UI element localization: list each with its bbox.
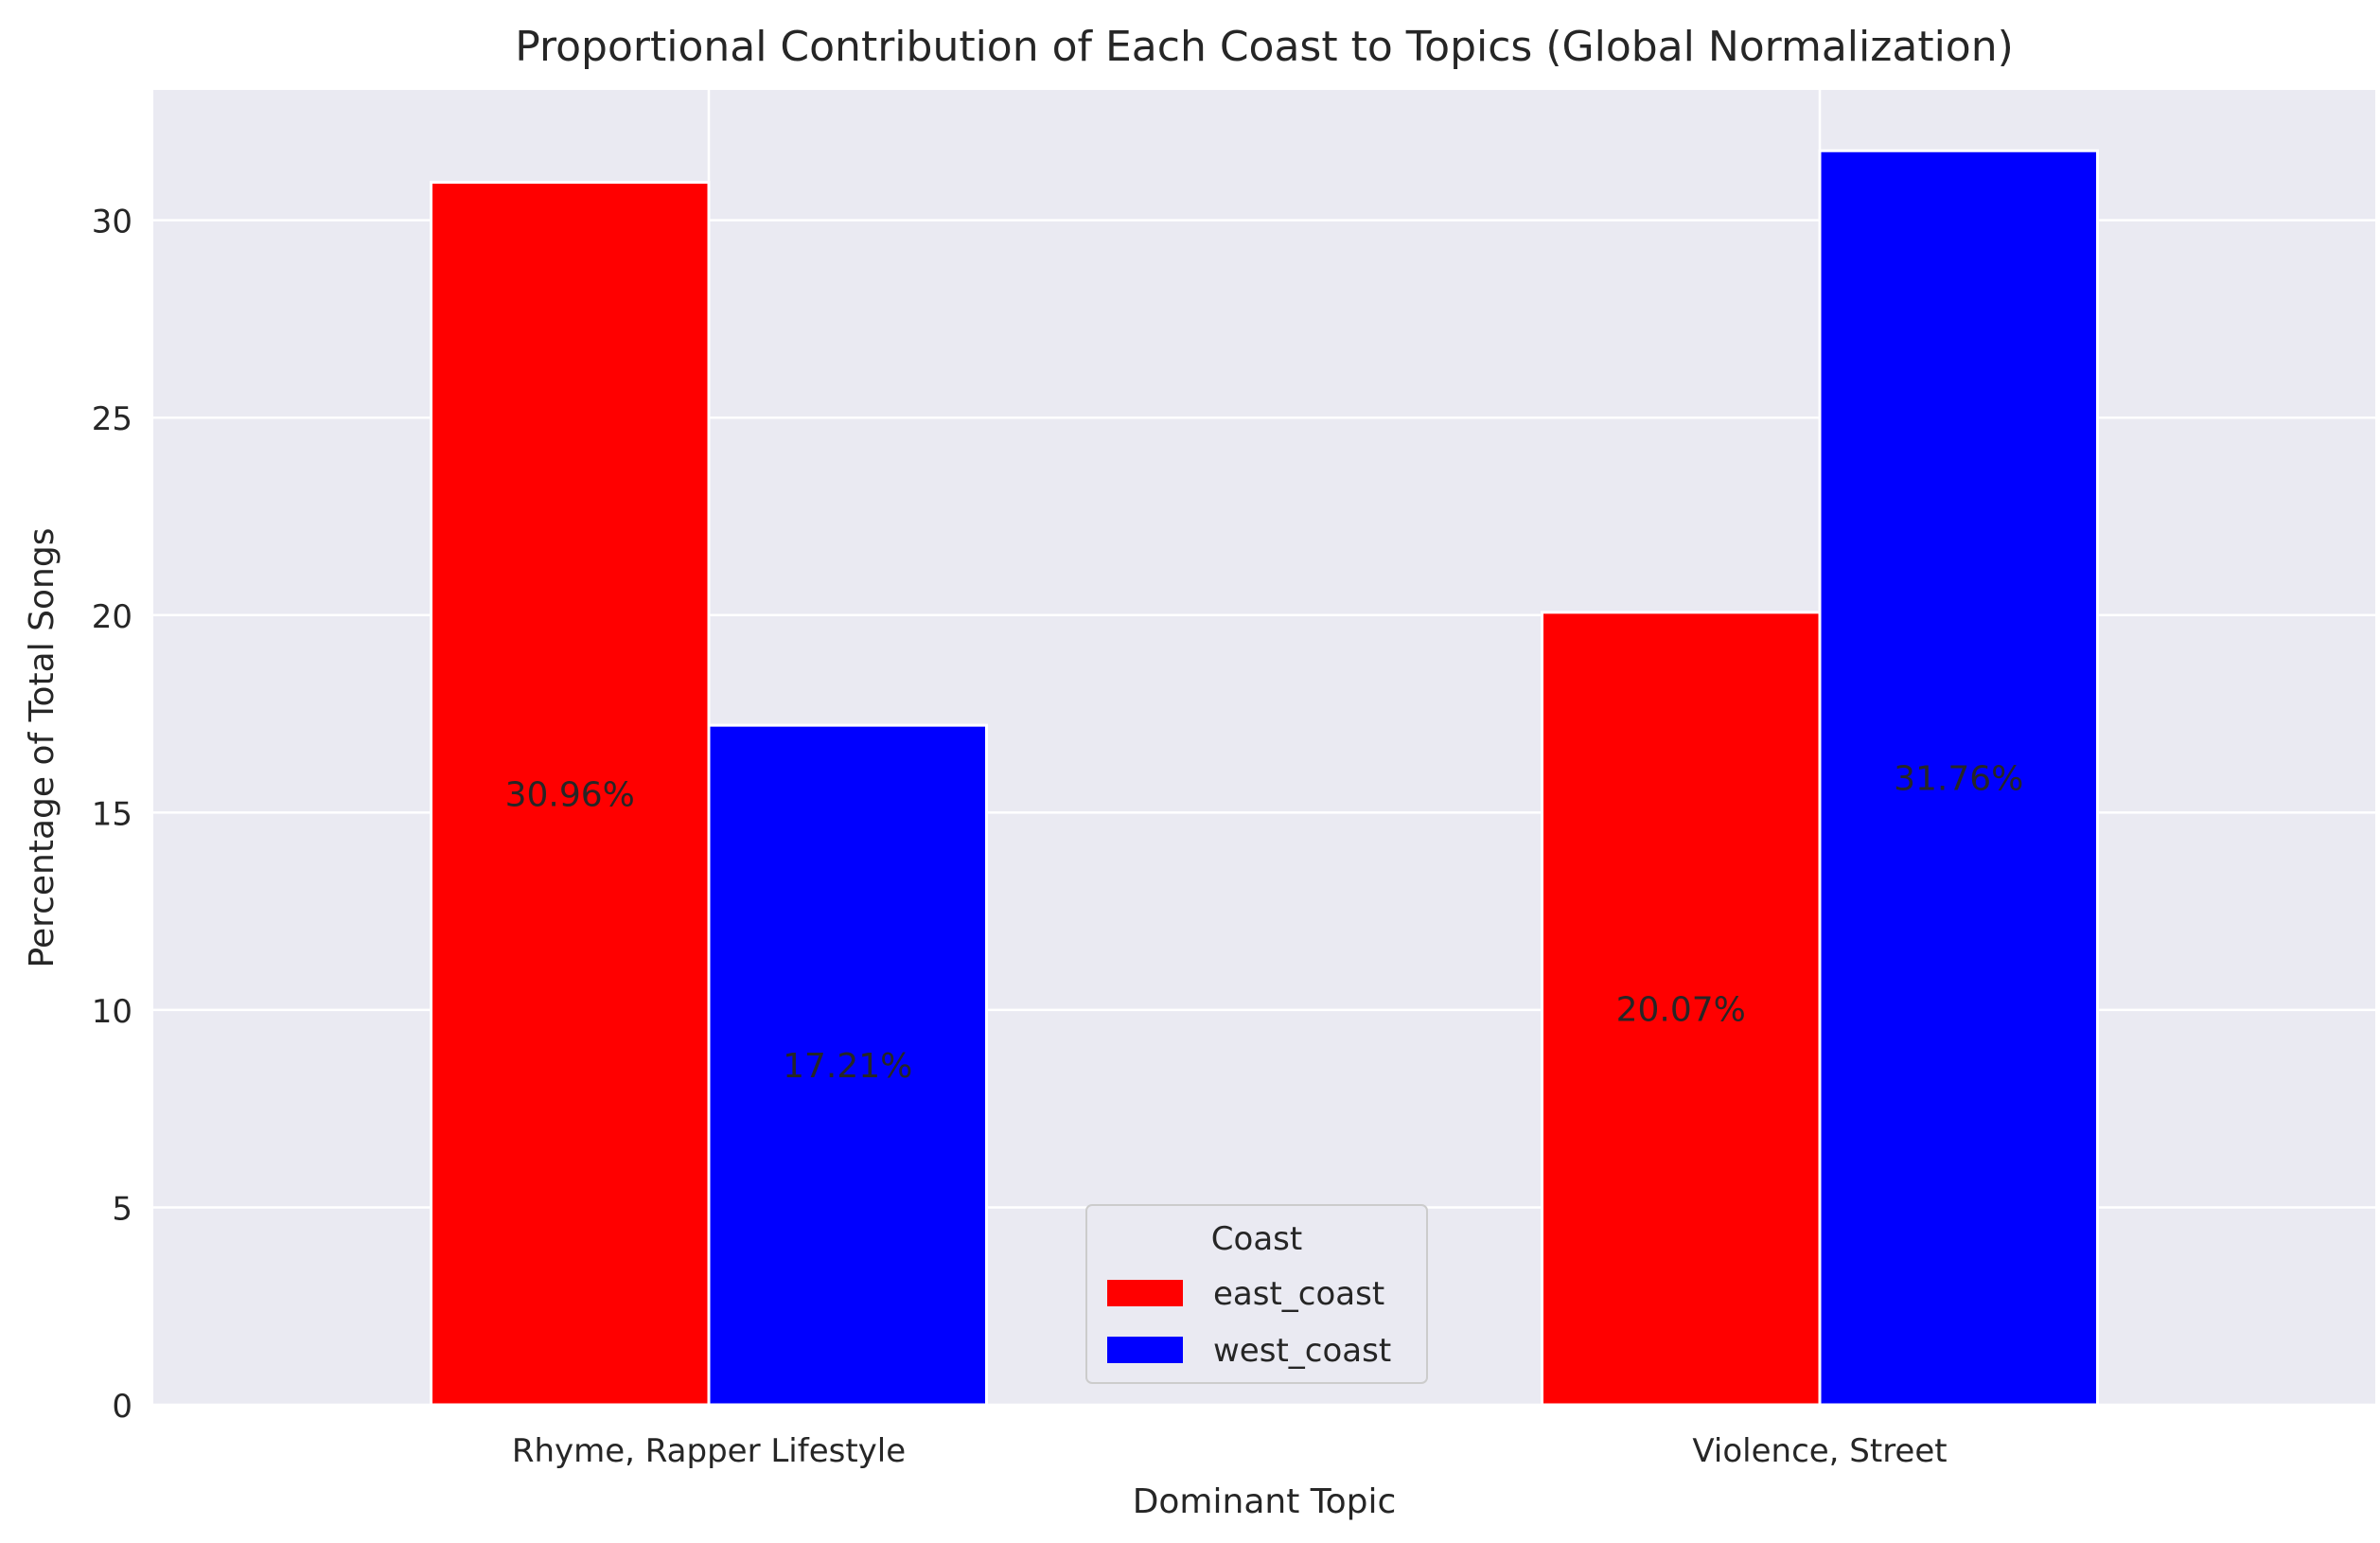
bar-west_coast-1 — [1818, 149, 2099, 1407]
bar-value-label: 31.76% — [1894, 760, 2023, 799]
y-tick-labels: 0 5 10 15 20 25 30 — [92, 204, 132, 1426]
y-tick-label: 25 — [92, 400, 132, 438]
x-axis-label: Dominant Topic — [1133, 1482, 1397, 1521]
bars — [430, 149, 2099, 1407]
bar-labels: 30.96% 17.21% 20.07% 31.76% — [505, 760, 2024, 1086]
x-tick-label: Rhyme, Rapper Lifestyle — [512, 1432, 906, 1470]
legend-swatch-east_coast — [1107, 1280, 1183, 1306]
x-tick-labels: Rhyme, Rapper Lifestyle Violence, Street — [512, 1432, 1948, 1470]
y-tick-label: 5 — [112, 1190, 132, 1228]
legend-label-east_coast: east_coast — [1213, 1275, 1384, 1313]
bar-value-label: 30.96% — [505, 775, 635, 814]
y-tick-label: 20 — [92, 598, 132, 636]
bar-east_coast-1 — [1541, 611, 1822, 1407]
chart-title: Proportional Contribution of Each Coast … — [515, 23, 2014, 71]
legend-title: Coast — [1211, 1220, 1302, 1258]
legend-swatch-west_coast — [1107, 1337, 1183, 1363]
bar-east_coast-0 — [430, 181, 711, 1407]
x-tick-label: Violence, Street — [1692, 1432, 1947, 1470]
y-tick-label: 10 — [92, 993, 132, 1031]
y-tick-label: 0 — [112, 1388, 132, 1426]
bar-value-label: 20.07% — [1616, 990, 1746, 1029]
y-tick-label: 30 — [92, 204, 132, 241]
bar-value-label: 17.21% — [783, 1047, 912, 1086]
legend-label-west_coast: west_coast — [1213, 1332, 1391, 1370]
bar-west_coast-0 — [707, 723, 988, 1407]
y-axis-label: Percentage of Total Songs — [23, 528, 62, 968]
y-tick-label: 15 — [92, 795, 132, 833]
legend: Coast east_coast west_coast — [1085, 1204, 1428, 1384]
